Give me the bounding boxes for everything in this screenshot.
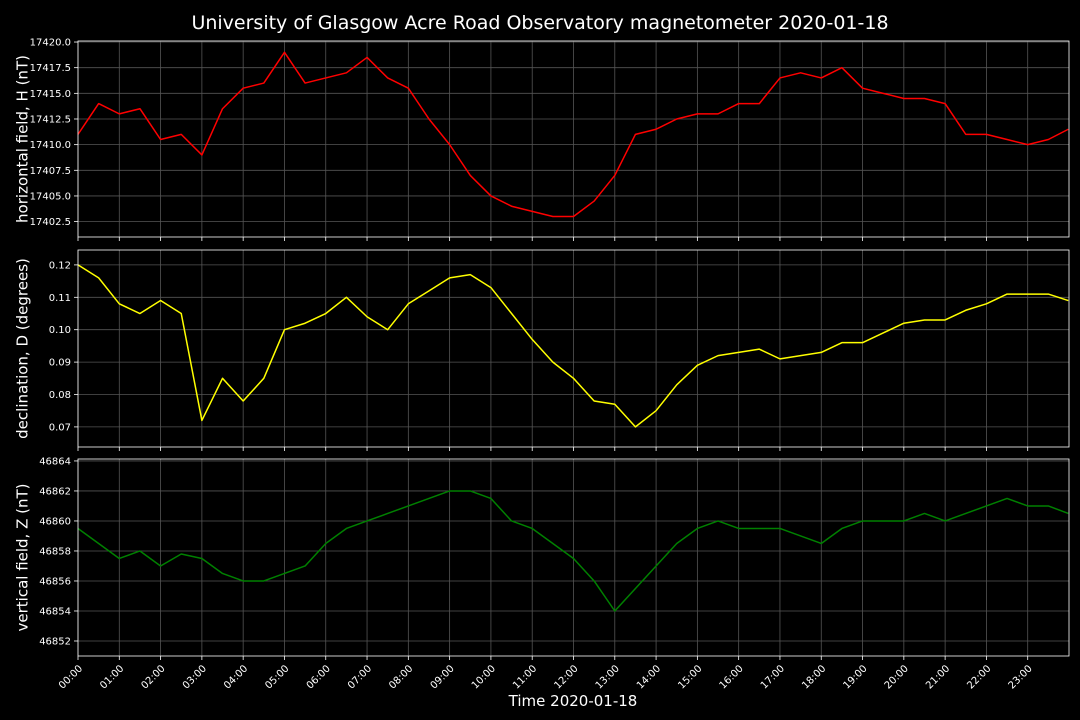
y-tick-label: 46856 <box>39 576 71 587</box>
y-tick-label: 46854 <box>39 606 71 617</box>
y-axis-label: declination, D (degrees) <box>13 258 31 439</box>
y-tick-label: 17410.0 <box>30 140 71 151</box>
y-tick-label: 17415.0 <box>30 89 71 100</box>
x-axis-label: Time 2020-01-18 <box>508 692 638 710</box>
y-tick-label: 0.08 <box>49 390 71 401</box>
y-tick-label: 17405.0 <box>30 191 71 202</box>
y-tick-label: 17420.0 <box>30 38 71 49</box>
y-tick-label: 46864 <box>39 456 71 467</box>
y-tick-label: 46862 <box>39 486 71 497</box>
y-tick-label: 46860 <box>39 516 71 527</box>
y-tick-label: 0.11 <box>49 293 71 304</box>
y-tick-label: 17412.5 <box>30 114 71 125</box>
axes-frame <box>77 40 1070 238</box>
y-tick-label: 0.10 <box>49 325 71 336</box>
data-line <box>77 264 1069 428</box>
y-axis-label: vertical field, Z (nT) <box>13 483 31 631</box>
axes-frame <box>77 458 1070 657</box>
y-tick-label: 0.09 <box>49 358 71 369</box>
axes-frame <box>77 249 1070 448</box>
y-tick-label: 17402.5 <box>30 217 71 228</box>
y-tick-label: 17417.5 <box>30 63 71 74</box>
data-line <box>77 51 1069 218</box>
y-tick-label: 0.07 <box>49 422 71 433</box>
y-tick-label: 46858 <box>39 546 71 557</box>
data-line <box>77 490 1069 612</box>
y-tick-label: 46852 <box>39 636 71 647</box>
chart-title: University of Glasgow Acre Road Observat… <box>191 12 888 34</box>
y-axis-label: horizontal field, H (nT) <box>13 55 31 223</box>
y-tick-label: 0.12 <box>49 260 71 271</box>
y-tick-label: 17407.5 <box>30 166 71 177</box>
